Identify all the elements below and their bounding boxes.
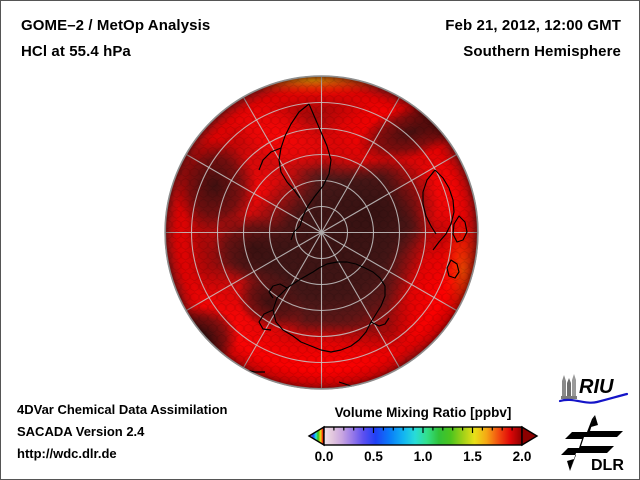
- colorbar-tick-0: 0.0: [314, 449, 334, 464]
- limb-shading: [164, 75, 479, 390]
- title-species-level: HCl at 55.4 hPa: [21, 43, 131, 60]
- colorbar-title: Volume Mixing Ratio [ppbv]: [334, 405, 512, 420]
- colorbar-tickmarks: [323, 427, 523, 433]
- polar-map: [163, 74, 480, 391]
- colorbar: Volume Mixing Ratio [ppbv] 0.0 0.5 1.0 1.5 2…: [307, 405, 539, 467]
- footer-left: 4DVar Chemical Data Assimilation SACADA …: [17, 399, 228, 465]
- header-right: Feb 21, 2012, 12:00 GMT Southern Hemisph…: [445, 13, 621, 65]
- timestamp: Feb 21, 2012, 12:00 GMT: [445, 17, 621, 34]
- colorbar-tick-2: 1.0: [413, 449, 433, 464]
- globe-outline: [164, 75, 479, 390]
- riu-wave-icon: [558, 392, 629, 404]
- colorbar-tick-1: 0.5: [364, 449, 383, 464]
- colorbar-swatch: [307, 425, 539, 447]
- footer-method: 4DVar Chemical Data Assimilation: [17, 402, 228, 417]
- globe-svg: [164, 75, 479, 390]
- footer-version: SACADA Version 2.4: [17, 424, 145, 439]
- dlr-wordmark: DLR: [591, 457, 624, 474]
- riu-tower-icon: [561, 374, 577, 399]
- header-left: GOME–2 / MetOp Analysis HCl at 55.4 hPa: [21, 13, 210, 65]
- riu-logo: RIU: [558, 374, 629, 404]
- hemisphere-label: Southern Hemisphere: [463, 43, 621, 60]
- colorbar-tick-4: 2.0: [512, 449, 532, 464]
- colorbar-tick-3: 1.5: [463, 449, 482, 464]
- colorbar-tick-labels: 0.0 0.5 1.0 1.5 2.0: [307, 449, 539, 467]
- dlr-emblem-icon: [561, 415, 623, 471]
- dlr-logo: DLR: [561, 415, 624, 474]
- riu-wordmark: RIU: [579, 376, 614, 398]
- colorbar-high-arrow: [521, 425, 539, 447]
- title-instrument: GOME–2 / MetOp Analysis: [21, 17, 211, 34]
- footer-url[interactable]: http://wdc.dlr.de: [17, 446, 117, 461]
- colorbar-low-arrow: [307, 425, 325, 447]
